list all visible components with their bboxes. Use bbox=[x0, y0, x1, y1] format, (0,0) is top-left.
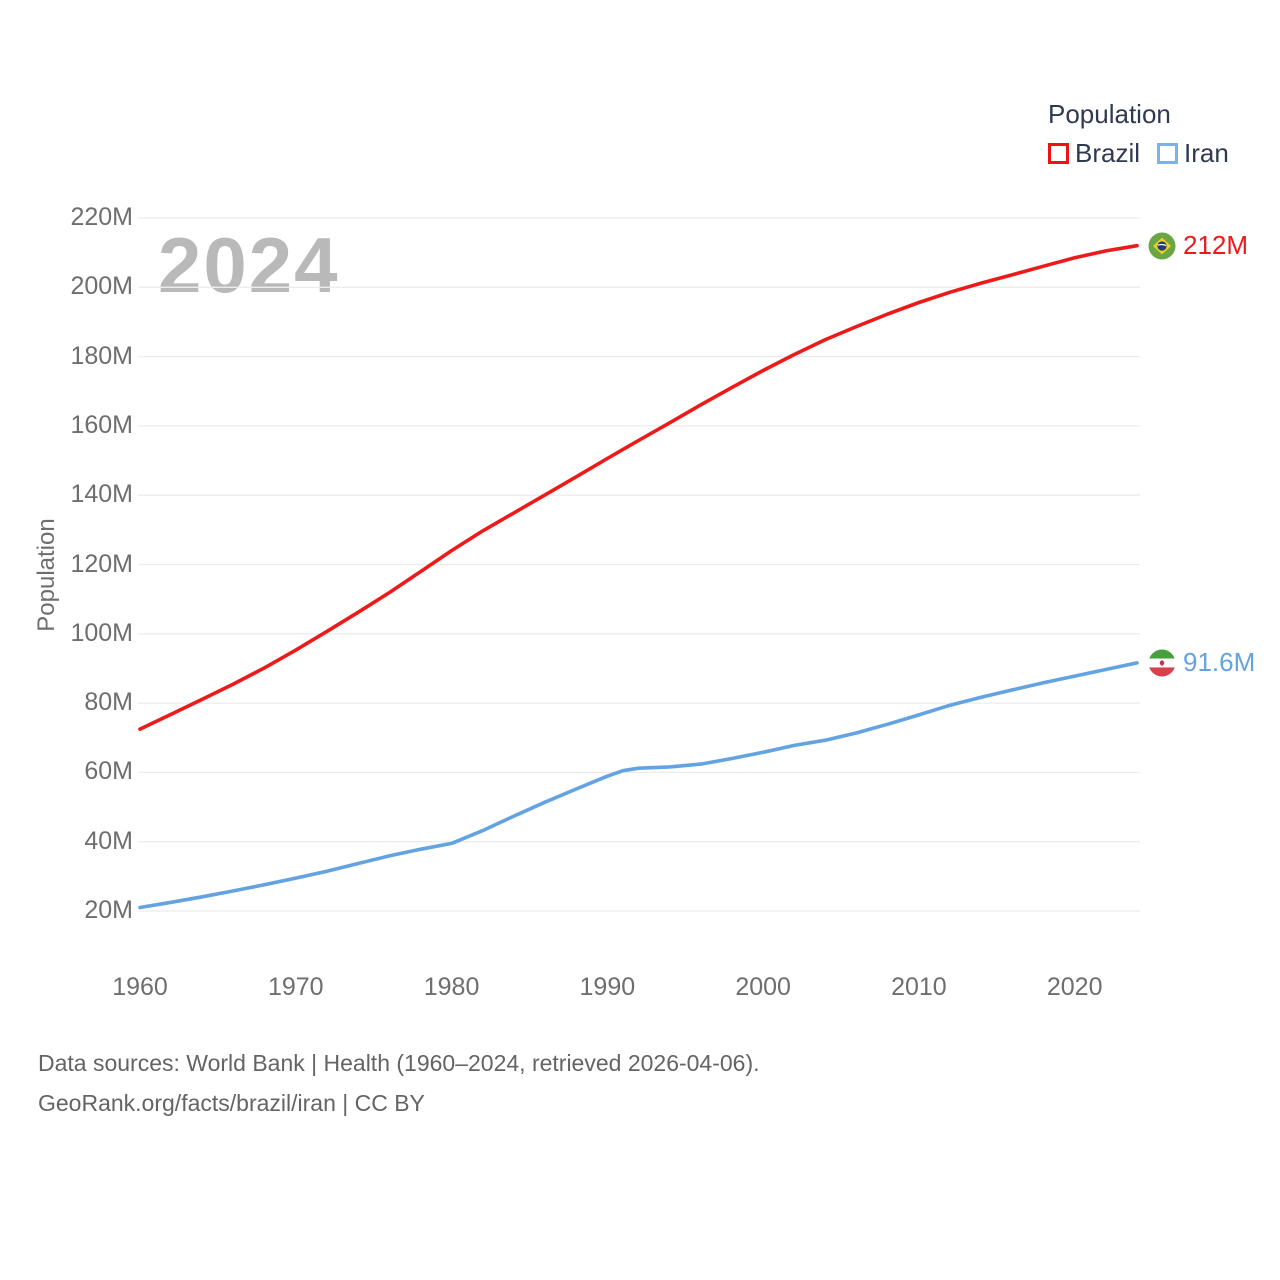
brazil-flag-icon bbox=[1148, 232, 1176, 260]
footer-sources-line: Data sources: World Bank | Health (1960–… bbox=[38, 1050, 760, 1076]
y-tick-label: 160M bbox=[70, 410, 133, 439]
x-tick-label: 1990 bbox=[579, 973, 636, 1001]
y-tick-label: 200M bbox=[70, 272, 133, 301]
y-tick-label: 180M bbox=[70, 341, 133, 370]
legend-item-brazil[interactable]: Brazil bbox=[1048, 140, 1140, 166]
iran-line bbox=[138, 661, 1139, 910]
y-tick-label: 40M bbox=[84, 826, 133, 855]
iran-legend-marker bbox=[1157, 142, 1179, 164]
y-tick-label: 20M bbox=[84, 895, 133, 924]
legend-label-iran: Iran bbox=[1184, 138, 1229, 168]
y-axis-tick-labels: 20M 40M 60M 80M 100M 120M 140M 160M 180M 200M 220M bbox=[0, 0, 133, 1280]
x-tick-label: 2010 bbox=[891, 973, 947, 1001]
y-tick-label: 220M bbox=[70, 202, 133, 231]
x-tick-label: 2020 bbox=[1046, 973, 1103, 1001]
legend: Population Brazil Iran bbox=[1048, 99, 1229, 166]
year-watermark: 2024 bbox=[158, 221, 340, 309]
brazil-end-value-label: 212M bbox=[1183, 229, 1249, 260]
iran-end-value-label: 91.6M bbox=[1183, 646, 1256, 677]
y-tick-label: 140M bbox=[70, 480, 133, 509]
footer: Data sources: World Bank | Health (1960–… bbox=[38, 1043, 760, 1123]
y-tick-label: 100M bbox=[70, 618, 133, 647]
footer-attribution-line: GeoRank.org/facts/brazil/iran | CC BY bbox=[38, 1090, 425, 1116]
x-tick-label: 1960 bbox=[112, 973, 168, 1001]
brazil-line bbox=[138, 243, 1139, 731]
x-tick-label: 1980 bbox=[423, 973, 480, 1001]
y-tick-label: 80M bbox=[84, 688, 133, 717]
iran-flag-icon bbox=[1148, 649, 1176, 677]
brazil-legend-marker bbox=[1048, 142, 1069, 164]
y-tick-label: 120M bbox=[70, 549, 133, 578]
y-tick-label: 60M bbox=[84, 757, 133, 786]
x-tick-label: 2000 bbox=[735, 973, 791, 1001]
y-axis-title: Population bbox=[33, 518, 60, 632]
legend-title: Population bbox=[1048, 99, 1171, 129]
legend-items: Brazil Iran bbox=[1048, 140, 1229, 166]
legend-label-brazil: Brazil bbox=[1075, 138, 1141, 168]
x-tick-label: 1970 bbox=[267, 973, 324, 1001]
legend-item-iran[interactable]: Iran bbox=[1157, 140, 1229, 166]
